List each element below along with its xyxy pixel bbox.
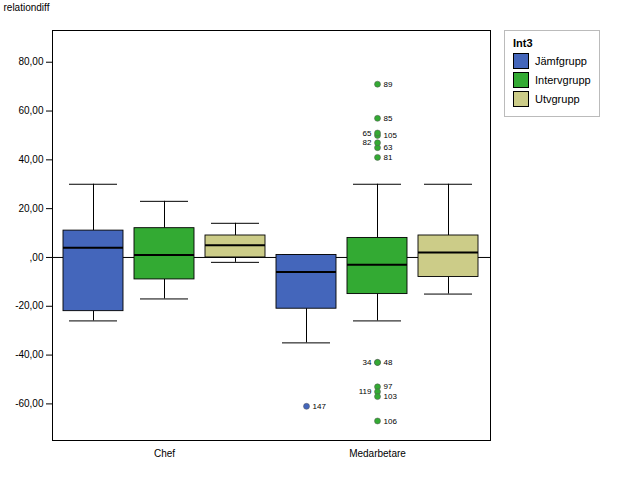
svg-text:40,00: 40,00 [18,154,43,165]
html-text:Int3: Int3 [513,37,533,49]
svg-text:48: 48 [384,358,393,367]
svg-text:relationdiff: relationdiff [4,2,50,13]
html-text:Jämfgrupp: Jämfgrupp [535,55,587,67]
html-text:Utvgrupp: Utvgrupp [535,93,580,105]
svg-text:60,00: 60,00 [18,105,43,116]
svg-text:34: 34 [363,358,372,367]
svg-text:Medarbetare: Medarbetare [349,448,406,459]
svg-text:82: 82 [363,138,372,147]
svg-text:105: 105 [384,131,398,140]
svg-text:85: 85 [384,114,393,123]
svg-text:103: 103 [384,392,398,401]
svg-text:89: 89 [384,80,393,89]
svg-text:147: 147 [313,402,327,411]
svg-text:80,00: 80,00 [18,56,43,67]
svg-text:Chef: Chef [154,448,175,459]
svg-text:63: 63 [384,143,393,152]
svg-text:,00: ,00 [30,252,44,263]
svg-text:81: 81 [384,153,393,162]
svg-text:119: 119 [359,387,372,396]
svg-text:97: 97 [384,382,393,391]
svg-text:-40,00: -40,00 [15,349,44,360]
html-text:Intervgrupp: Intervgrupp [535,74,591,86]
svg-text:-20,00: -20,00 [15,300,44,311]
svg-text:20,00: 20,00 [18,203,43,214]
svg-text:65: 65 [363,129,372,138]
svg-text:106: 106 [384,417,398,426]
svg-text:-60,00: -60,00 [15,398,44,409]
